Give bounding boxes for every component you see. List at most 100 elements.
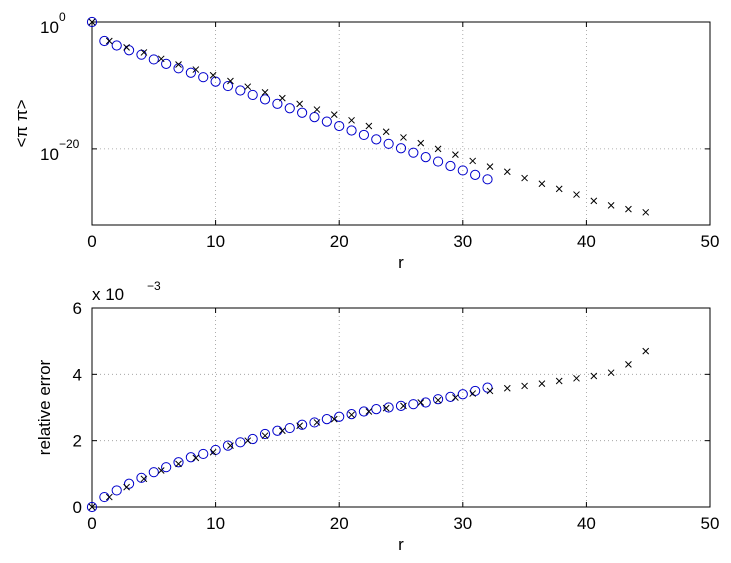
data-point-circle (309, 417, 320, 428)
data-point-cross (625, 361, 632, 368)
data-point-circle (334, 411, 345, 422)
data-point-circle (148, 467, 159, 478)
y-exponent-label: x 10 −3 (92, 279, 161, 304)
data-point-circle (185, 67, 196, 78)
data-point-cross (261, 432, 269, 440)
data-point-circle (297, 107, 308, 118)
plot-frame (91, 307, 711, 508)
data-point-cross (244, 83, 252, 91)
data-point-circle (420, 152, 431, 163)
x-tick-label: 10 (206, 514, 225, 533)
x-tick-label: 50 (701, 514, 720, 533)
x-tick-label: 20 (330, 514, 349, 533)
data-point-circle (247, 89, 258, 101)
data-point-cross (503, 168, 511, 176)
data-point-cross (521, 174, 528, 182)
data-point-circle (247, 433, 258, 445)
y-axis-label: <π π> (12, 99, 31, 147)
x-tick-label: 20 (330, 232, 349, 251)
data-point-cross (573, 374, 580, 382)
data-point-circle (111, 485, 122, 496)
data-point-cross (503, 384, 511, 392)
data-point-cross (140, 475, 148, 483)
data-point-cross (296, 422, 304, 430)
x-tick-label: 30 (453, 232, 472, 251)
y-tick-label: 10−20 (40, 137, 80, 164)
data-point-cross (452, 394, 459, 401)
data-point-cross (625, 205, 632, 213)
x-tick-label: 0 (87, 232, 96, 251)
y-tick-label: 6 (73, 299, 82, 318)
data-point-cross (642, 347, 650, 355)
data-point-circle (272, 98, 283, 109)
data-point-circle (148, 54, 159, 65)
data-point-cross (555, 185, 563, 193)
data-point-circle (297, 419, 308, 430)
data-point-circle (395, 400, 407, 411)
data-point-circle (334, 120, 345, 132)
data-point-cross (244, 437, 252, 445)
data-point-cross (296, 100, 304, 108)
x-tick-label: 0 (87, 514, 96, 533)
data-point-circle (346, 125, 357, 136)
data-point-cross (192, 454, 200, 462)
data-point-cross (555, 377, 563, 385)
data-point-cross (175, 61, 182, 68)
data-point-cross (348, 116, 355, 124)
data-point-cross (607, 369, 615, 377)
data-point-cross (400, 134, 407, 141)
data-point-cross (573, 191, 580, 198)
data-point-circle (457, 389, 468, 400)
x-axis-label: r (398, 535, 404, 554)
data-point-circle (445, 160, 456, 172)
data-point-cross (261, 89, 269, 96)
data-point-cross (313, 419, 321, 426)
data-point-cross (140, 49, 148, 56)
data-point-circle (222, 440, 234, 451)
data-point-circle (408, 399, 419, 410)
y-tick-label: 2 (73, 432, 82, 451)
data-point-cross (157, 467, 165, 474)
chart-panel-2: 0 10 20 30 40 50 0 2 4 6 r relative error x 10 −3 (35, 279, 719, 554)
data-point-cross (642, 208, 650, 216)
x-tick-label: 10 (206, 232, 225, 251)
data-point-circle (173, 457, 184, 468)
data-point-circle (123, 478, 135, 489)
data-point-cross (382, 404, 390, 412)
series-2 (88, 18, 650, 216)
x-tick-label: 40 (577, 232, 596, 251)
data-point-circle (259, 94, 271, 105)
y-tick-label: 4 (73, 365, 82, 384)
data-point-circle (432, 156, 444, 167)
data-point-cross (538, 380, 546, 387)
data-point-circle (284, 103, 295, 114)
data-point-circle (161, 462, 172, 473)
data-point-cross (278, 94, 286, 102)
data-point-cross (209, 448, 217, 456)
y-tick-label-base: 10 (40, 145, 59, 164)
data-point-cross (417, 399, 425, 406)
data-point-cross (157, 55, 165, 63)
data-point-circle (321, 116, 332, 127)
data-point-circle (321, 414, 332, 425)
data-point-cross (175, 460, 182, 468)
data-point-circle (123, 45, 135, 56)
data-point-cross (590, 197, 598, 205)
data-point-circle (383, 138, 394, 149)
data-point-cross (313, 106, 321, 113)
data-point-cross (348, 411, 355, 419)
series-1 (86, 16, 493, 185)
data-point-cross (278, 427, 286, 435)
data-point-cross (452, 151, 459, 158)
data-point-cross (88, 18, 96, 26)
x-tick-label: 50 (701, 232, 720, 251)
data-point-circle (470, 169, 481, 180)
data-point-circle (383, 402, 394, 413)
x-tick-label: 30 (453, 514, 472, 533)
plot-frame (91, 21, 711, 226)
data-point-cross (365, 408, 373, 415)
data-point-circle (111, 40, 122, 51)
data-point-cross (469, 390, 477, 397)
data-point-circle (198, 72, 209, 83)
